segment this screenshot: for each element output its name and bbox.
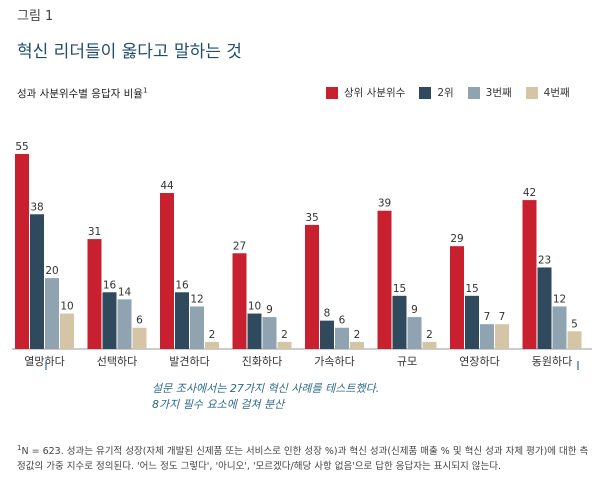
subtitle-footnote-marker: 1: [142, 86, 148, 95]
bar-동원하다-s1: [522, 200, 537, 349]
data-label-가속하다-s4: 2: [354, 329, 361, 341]
data-label-규모-s3: 9: [411, 304, 418, 316]
bar-동원하다-s2: [537, 267, 552, 349]
legend-item-s4: 4번째: [525, 85, 570, 100]
bar-선택하다-s3: [117, 299, 132, 349]
bar-진화하다-s1: [232, 253, 247, 349]
data-label-선택하다-s3: 14: [118, 286, 132, 298]
data-label-동원하다-s1: 42: [523, 187, 536, 199]
data-label-동원하다-s2: 23: [538, 254, 551, 266]
bar-동원하다-s3: [552, 306, 567, 349]
category-label-가속하다: 가속하다: [314, 354, 354, 368]
bar-규모-s3: [407, 317, 422, 349]
annotation-note: 설문 조사에서는 27가지 혁신 사례를 테스트했다. 8가지 필수 요소에 걸…: [152, 381, 379, 413]
data-label-동원하다-s4: 5: [571, 318, 578, 330]
bar-진화하다-s3: [262, 317, 277, 349]
category-label-열망하다: 열망하다: [24, 354, 64, 368]
footnote-text: N = 623. 성과는 유기적 성장(자체 개발된 신제품 또는 서비스로 인…: [17, 446, 589, 473]
bar-연장하다-s1: [450, 246, 464, 349]
bar-열망하다-s1: [15, 154, 29, 349]
legend-swatch-s4: [525, 86, 538, 99]
category-label-선택하다: 선택하다: [97, 354, 137, 368]
chart-legend: 상위 사분위수 2위 3번째 4번째: [326, 85, 584, 100]
bar-가속하다-s1: [305, 224, 319, 349]
bar-발견하다-s4: [205, 341, 219, 349]
data-label-가속하다-s3: 6: [339, 315, 346, 327]
data-label-진화하다-s1: 27: [233, 240, 246, 252]
data-label-열망하다-s1: 55: [15, 141, 28, 153]
category-label-규모: 규모: [397, 355, 417, 368]
data-label-선택하다-s4: 6: [136, 315, 143, 327]
bar-열망하다-s2: [30, 214, 44, 349]
legend-label-s1: 상위 사분위수: [344, 87, 406, 99]
category-label-진화하다: 진화하다: [242, 354, 282, 368]
data-label-동원하다-s3: 12: [553, 293, 566, 305]
chart-subtitle-text: 성과 사분위수별 응답자 비율: [17, 88, 143, 100]
data-label-진화하다-s2: 10: [248, 301, 261, 313]
data-label-가속하다-s2: 8: [324, 308, 331, 320]
annotation-line-1: 설문 조사에서는 27가지 혁신 사례를 테스트했다.: [152, 382, 380, 395]
bar-규모-s4: [422, 341, 437, 349]
legend-swatch-s1: [326, 86, 338, 99]
bar-연장하다-s2: [465, 295, 479, 349]
chart-subtitle: 성과 사분위수별 응답자 비율1: [17, 86, 147, 101]
bar-열망하다-s3: [45, 278, 59, 349]
legend-swatch-s2: [419, 86, 432, 99]
figure-title: 혁신 리더들이 옳다고 말하는 것: [17, 42, 242, 62]
bar-가속하다-s4: [350, 341, 364, 349]
data-label-진화하다-s4: 2: [281, 329, 288, 341]
data-label-선택하다-s2: 16: [103, 279, 117, 291]
bar-진화하다-s4: [277, 341, 292, 349]
data-label-발견하다-s4: 2: [209, 329, 216, 341]
category-label-발견하다: 발견하다: [169, 354, 209, 368]
legend-label-s3: 3번째: [485, 87, 512, 99]
data-label-연장하다-s3: 7: [484, 311, 491, 323]
bar-연장하다-s3: [480, 324, 494, 349]
bar-진화하다-s2: [247, 313, 262, 349]
data-label-발견하다-s2: 16: [175, 279, 189, 291]
data-label-열망하다-s4: 10: [60, 301, 73, 313]
data-label-규모-s4: 2: [426, 329, 433, 341]
legend-item-s2: 2위: [419, 85, 454, 100]
legend-label-s2: 2위: [437, 87, 454, 99]
data-label-연장하다-s1: 29: [450, 233, 463, 245]
bar-선택하다-s1: [87, 239, 102, 349]
legend-swatch-s3: [467, 86, 480, 99]
bar-선택하다-s2: [102, 292, 117, 349]
bar-연장하다-s4: [495, 324, 509, 349]
bar-선택하다-s4: [132, 327, 147, 349]
bar-규모-s1: [377, 210, 392, 349]
category-label-동원하다: 동원하다: [532, 354, 572, 368]
bar-동원하다-s4: [567, 331, 582, 349]
data-label-연장하다-s4: 7: [499, 311, 506, 323]
bar-발견하다-s2: [175, 292, 189, 349]
bar-규모-s2: [392, 295, 407, 349]
bar-발견하다-s3: [190, 306, 204, 349]
annotation-line-2: 8가지 필수 요소에 걸쳐 분산: [152, 398, 285, 411]
data-label-가속하다-s1: 35: [305, 212, 318, 224]
bar-가속하다-s3: [335, 327, 349, 349]
data-label-열망하다-s3: 20: [45, 265, 58, 277]
legend-item-s3: 3번째: [467, 85, 512, 100]
data-label-발견하다-s1: 44: [160, 180, 174, 192]
legend-label-s4: 4번째: [543, 87, 570, 99]
data-label-열망하다-s2: 38: [30, 201, 43, 213]
data-label-선택하다-s1: 31: [88, 226, 101, 238]
bar-발견하다-s1: [160, 193, 174, 349]
data-label-규모-s1: 39: [378, 198, 391, 210]
data-label-발견하다-s3: 12: [190, 293, 203, 305]
category-label-연장하다: 연장하다: [459, 354, 499, 368]
data-label-규모-s2: 15: [393, 283, 406, 295]
bar-가속하다-s2: [320, 320, 334, 349]
legend-item-s1: 상위 사분위수: [326, 85, 405, 100]
data-label-연장하다-s2: 15: [465, 283, 478, 295]
category-bracket: [45, 361, 579, 370]
figure-label: 그림 1: [17, 9, 54, 24]
footnote-marker: 1: [17, 444, 22, 452]
data-label-진화하다-s3: 9: [266, 304, 273, 316]
bar-열망하다-s4: [60, 313, 74, 349]
footnote: 1N = 623. 성과는 유기적 성장(자체 개발된 신제품 또는 서비스로 …: [17, 441, 589, 474]
